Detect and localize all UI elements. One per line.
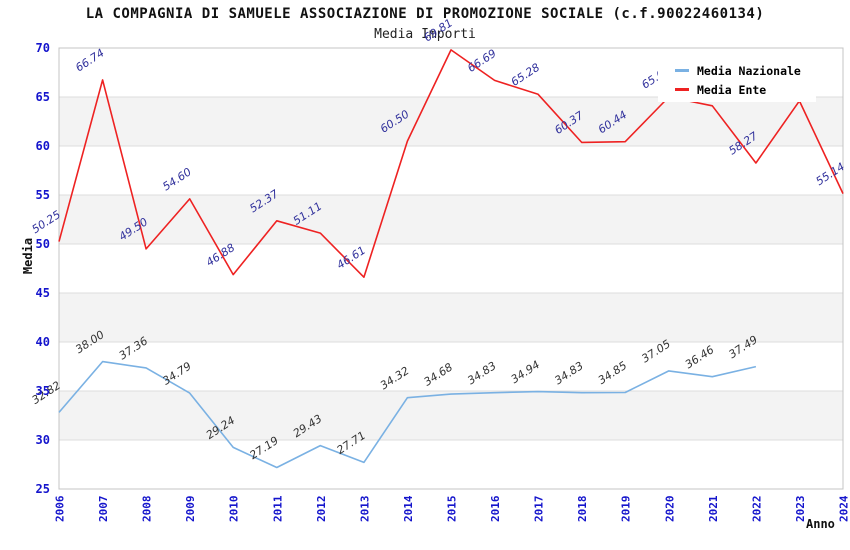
data-label: 46.61 [334,244,367,272]
x-tick-label: 2016 [489,495,502,522]
plot-band [59,195,843,244]
x-tick-label: 2006 [54,495,67,522]
data-label: 34.68 [422,361,455,389]
data-label: 65.28 [509,61,542,89]
x-tick-label: 2024 [838,495,850,522]
x-tick-label: 2014 [402,495,415,522]
data-label: 46.88 [204,241,237,269]
chart-subtitle: Media Importi [374,27,476,42]
media-nazionale-line-swatch-icon [675,69,689,72]
x-tick-label: 2023 [794,496,807,523]
x-tick-label: 2017 [533,496,546,523]
plot-band [59,293,843,342]
data-label: 34.79 [160,360,193,388]
x-tick-label: 2022 [750,496,763,523]
data-label: 34.83 [465,359,498,387]
y-axis-title: Media [21,237,35,275]
y-tick-label: 70 [36,41,50,55]
x-tick-label: 2013 [358,496,371,523]
data-label: 34.94 [509,358,542,386]
x-tick-label: 2010 [228,496,241,523]
x-tick-label: 2018 [576,496,589,523]
legend-label-media-ente: Media Ente [697,82,767,97]
legend: Media Nazionale Media Ente [658,56,816,102]
data-label: 54.60 [160,165,193,193]
plot-band [59,391,843,440]
y-tick-label: 60 [36,139,50,153]
data-label: 34.83 [552,359,585,387]
x-tick-label: 2011 [271,495,284,522]
data-label: 34.85 [596,359,629,387]
x-tick-label: 2008 [141,496,154,523]
x-axis-title: Anno [806,517,835,531]
data-label: 34.32 [378,364,411,392]
y-tick-label: 35 [36,384,50,398]
x-tick-label: 2021 [707,495,720,522]
data-label: 66.74 [73,46,106,74]
y-tick-label: 65 [36,90,50,104]
media-nazionale-line [58,360,757,469]
x-tick-label: 2015 [446,496,459,523]
plot-band [59,97,843,146]
media-ente-line-swatch-icon [675,88,689,91]
x-tick-label: 2009 [184,496,197,523]
legend-item-media-ente: Media Ente [675,80,816,99]
y-tick-label: 45 [36,286,50,300]
x-tick-label: 2020 [663,496,676,523]
y-tick-label: 25 [36,482,50,496]
x-tick-label: 2007 [97,496,110,523]
data-label: 55.14 [814,160,847,188]
media-ente-line [58,49,844,278]
y-tick-label: 30 [36,433,50,447]
y-tick-label: 40 [36,335,50,349]
plot-border [58,47,844,490]
y-tick-label: 55 [36,188,50,202]
legend-item-media-nazionale: Media Nazionale [675,61,816,80]
data-label: 36.46 [683,343,716,371]
y-tick-label: 50 [36,237,50,251]
x-tick-label: 2012 [315,496,328,523]
legend-label-media-nazionale: Media Nazionale [697,63,801,78]
chart-title: LA COMPAGNIA DI SAMUELE ASSOCIAZIONE DI … [85,6,765,22]
x-tick-label: 2019 [620,496,633,523]
